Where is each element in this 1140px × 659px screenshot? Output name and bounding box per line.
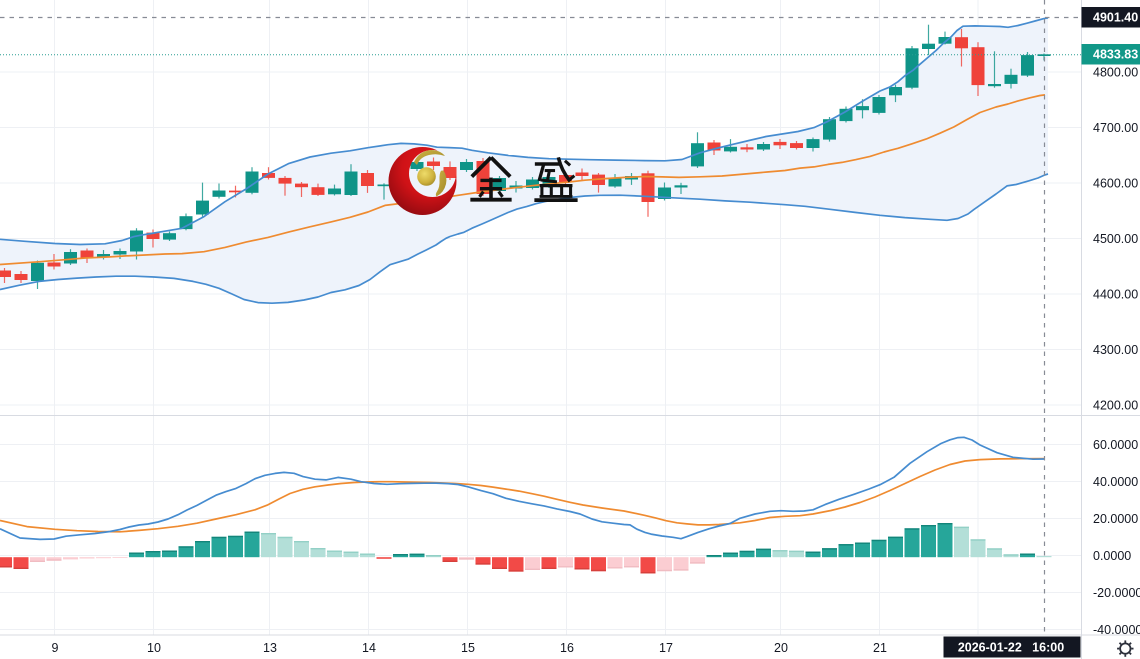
svg-text:0.0000: 0.0000	[1093, 549, 1131, 563]
svg-text:-20.0000: -20.0000	[1093, 586, 1140, 600]
svg-text:4901.40: 4901.40	[1093, 11, 1138, 25]
svg-text:20: 20	[774, 641, 788, 655]
svg-text:-40.0000: -40.0000	[1093, 623, 1140, 637]
svg-text:17: 17	[659, 641, 673, 655]
svg-text:20.0000: 20.0000	[1093, 512, 1138, 526]
svg-text:4300.00: 4300.00	[1093, 343, 1138, 357]
svg-text:2026-01-22 16:00: 2026-01-22 16:00	[958, 641, 1064, 655]
svg-text:10: 10	[147, 641, 161, 655]
svg-text:4700.00: 4700.00	[1093, 121, 1138, 135]
svg-text:4800.00: 4800.00	[1093, 65, 1138, 79]
svg-text:4200.00: 4200.00	[1093, 398, 1138, 412]
svg-text:21: 21	[873, 641, 887, 655]
svg-text:40.0000: 40.0000	[1093, 475, 1138, 489]
svg-text:16: 16	[560, 641, 574, 655]
svg-text:15: 15	[461, 641, 475, 655]
svg-text:4833.83: 4833.83	[1093, 48, 1138, 62]
svg-text:9: 9	[52, 641, 59, 655]
svg-text:4600.00: 4600.00	[1093, 176, 1138, 190]
svg-text:4500.00: 4500.00	[1093, 232, 1138, 246]
svg-text:4400.00: 4400.00	[1093, 287, 1138, 301]
svg-text:14: 14	[362, 641, 376, 655]
svg-text:60.0000: 60.0000	[1093, 438, 1138, 452]
svg-text:13: 13	[263, 641, 277, 655]
